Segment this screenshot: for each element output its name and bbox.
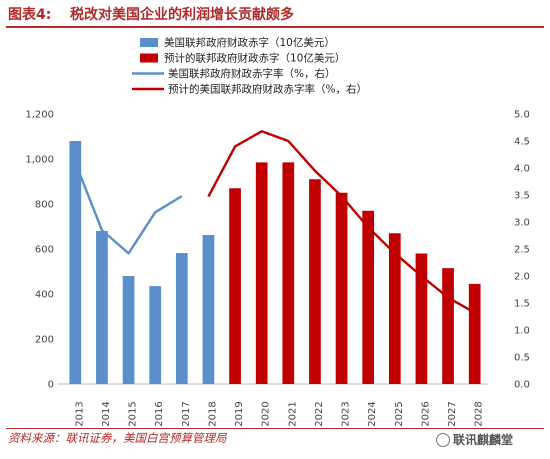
bar: [255, 162, 268, 384]
bar: [335, 192, 348, 384]
y-right-tick-label: 5.0: [514, 110, 530, 121]
bar: [122, 276, 135, 384]
x-tick-label: 2017: [181, 401, 192, 426]
legend-label: 美国联邦政府财政赤字率（%，右）: [168, 67, 335, 80]
y-right-tick-label: 2.0: [514, 272, 530, 283]
x-tick-label: 2016: [154, 401, 165, 426]
bars: [69, 141, 481, 384]
y-right-tick-label: 0.5: [514, 353, 530, 364]
y-right-tick-label: 4.5: [514, 137, 530, 148]
y-right-tick-label: 0.0: [514, 380, 530, 391]
watermark-text: 联讯麒麟堂: [453, 433, 514, 447]
bar: [415, 253, 428, 384]
legend-label: 预计的联邦政府财政赤字（10亿美元）: [164, 52, 345, 65]
axes: 0 200 400 600 800 1,000 1,200 0.0 0.5 1.0 1.5 2.0 2.…: [25, 110, 530, 427]
x-tick-label: 2013: [74, 401, 85, 426]
source-rule: [6, 428, 544, 429]
header-rule: [6, 26, 544, 28]
y-left-tick-label: 200: [35, 335, 54, 346]
x-tick-label: 2015: [128, 401, 139, 426]
bar: [229, 188, 241, 384]
y-right-tick-label: 1.0: [514, 326, 530, 337]
bar: [149, 286, 162, 384]
x-tick-label: 2020: [261, 401, 272, 426]
legend-swatch: [140, 53, 158, 63]
bar: [388, 233, 401, 384]
figure-header: 图表4: 税改对美国企业的利润增长贡献颇多: [0, 0, 550, 30]
bar: [442, 268, 454, 384]
series-line: [74, 162, 183, 255]
x-tick-label: 2025: [394, 401, 405, 426]
bar: [69, 141, 82, 384]
figure-title: 税改对美国企业的利润增长贡献颇多: [70, 7, 294, 23]
wechat-icon: [436, 433, 450, 447]
y-right-tick-label: 3.5: [514, 191, 530, 202]
y-right-tick-label: 2.5: [514, 245, 530, 256]
y-right-tick-label: 4.0: [514, 164, 530, 175]
bar: [175, 253, 188, 384]
y-right-tick-label: 1.5: [514, 299, 530, 310]
x-tick-label: 2024: [367, 401, 378, 426]
bar: [96, 231, 108, 384]
x-tick-label: 2028: [474, 401, 485, 426]
x-tick-label: 2014: [101, 401, 112, 426]
legend-label: 预计的美国联邦政府财政赤字率（%，右）: [168, 83, 367, 96]
watermark: 联讯麒麟堂: [436, 431, 513, 448]
y-right-tick-label: 3.0: [514, 218, 530, 229]
y-left-tick-label: 600: [35, 245, 54, 256]
bar: [468, 283, 481, 384]
y-left-tick-label: 400: [35, 290, 54, 301]
y-left-tick-label: 1,000: [25, 155, 54, 166]
bar: [309, 179, 321, 384]
bar: [202, 235, 215, 384]
bar: [282, 162, 295, 384]
source-note: 资料来源：联讯证券，美国白宫预算管理局: [8, 431, 227, 445]
y-left-tick-label: 1,200: [25, 110, 54, 121]
legend: 美国联邦政府财政赤字（10亿美元） 预计的联邦政府财政赤字（10亿美元） 美国联邦政…: [132, 36, 367, 96]
legend-swatch: [140, 38, 158, 47]
y-left-tick-label: 0: [48, 380, 54, 391]
x-tick-label: 2019: [234, 401, 245, 426]
bar: [362, 210, 375, 384]
series-line: [207, 130, 476, 314]
x-tick-label: 2021: [287, 401, 298, 426]
x-tick-label: 2018: [207, 401, 218, 426]
x-tick-label: 2027: [447, 401, 458, 426]
lines: [74, 130, 476, 314]
y-left-tick-label: 800: [35, 200, 54, 211]
figure-label: 图表4:: [8, 7, 52, 23]
x-tick-label: 2026: [420, 401, 431, 426]
legend-label: 美国联邦政府财政赤字（10亿美元）: [164, 36, 335, 49]
x-tick-label: 2023: [341, 401, 352, 426]
x-tick-label: 2022: [314, 401, 325, 426]
